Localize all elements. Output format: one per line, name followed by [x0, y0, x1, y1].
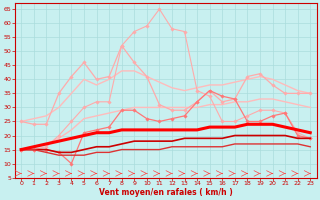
X-axis label: Vent moyen/en rafales ( km/h ): Vent moyen/en rafales ( km/h ) — [99, 188, 233, 197]
